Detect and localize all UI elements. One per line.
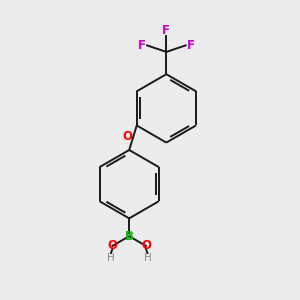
Text: O: O xyxy=(107,239,118,252)
Text: B: B xyxy=(125,230,134,243)
Text: H: H xyxy=(143,253,151,263)
Text: F: F xyxy=(187,39,195,52)
Text: O: O xyxy=(123,130,133,143)
Text: F: F xyxy=(138,39,146,52)
Text: H: H xyxy=(107,253,115,263)
Text: O: O xyxy=(141,239,151,252)
Text: F: F xyxy=(162,24,170,37)
